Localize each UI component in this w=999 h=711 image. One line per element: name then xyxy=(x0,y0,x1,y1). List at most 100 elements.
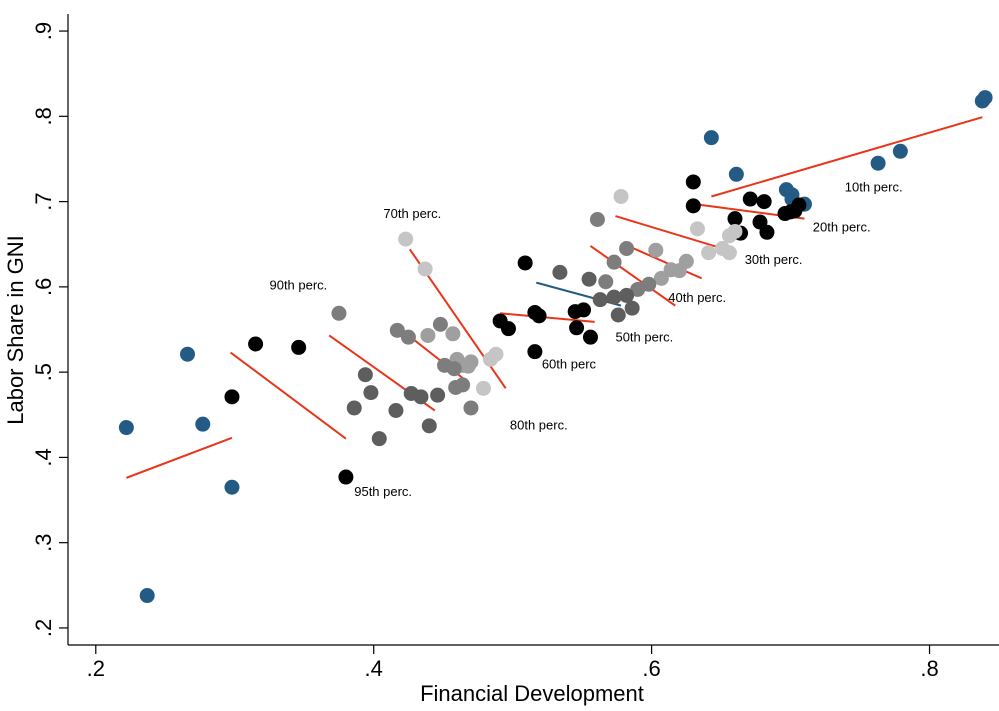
y-tick-label: .7 xyxy=(31,192,56,210)
data-point xyxy=(685,198,701,214)
y-tick-label: .5 xyxy=(31,363,56,381)
data-point xyxy=(388,403,404,419)
data-point xyxy=(475,380,491,396)
y-tick-label: .8 xyxy=(31,107,56,125)
data-point xyxy=(619,240,635,256)
fit-line xyxy=(627,245,703,280)
data-point xyxy=(581,271,597,287)
data-point xyxy=(727,211,743,227)
data-point xyxy=(619,287,635,303)
data-point xyxy=(224,479,240,495)
fit-line xyxy=(589,245,676,307)
data-point xyxy=(728,166,744,182)
data-point xyxy=(420,327,436,343)
data-point xyxy=(552,264,568,280)
data-point xyxy=(389,322,405,338)
y-tick-label: .3 xyxy=(31,533,56,551)
data-point xyxy=(759,224,775,240)
data-point xyxy=(606,254,622,270)
percentile-label: 70th perc. xyxy=(383,206,441,221)
data-point xyxy=(892,143,908,159)
data-point xyxy=(291,339,307,355)
data-point xyxy=(870,155,886,171)
data-point xyxy=(421,418,437,434)
data-point xyxy=(331,305,347,321)
data-point xyxy=(346,400,362,416)
data-point xyxy=(569,320,585,336)
y-tick-label: .2 xyxy=(31,619,56,637)
percentile-annotations: 10th perc. 20th perc. 30th perc. 40th perc.… xyxy=(269,179,902,498)
x-tick-label: .4 xyxy=(365,656,383,681)
percentile-label: 50th perc. xyxy=(615,329,673,344)
data-point xyxy=(689,221,705,237)
data-point xyxy=(180,346,196,362)
data-point xyxy=(455,377,471,393)
data-point xyxy=(139,588,155,604)
data-point xyxy=(488,346,504,362)
x-tick-label: .8 xyxy=(920,656,938,681)
data-point xyxy=(598,274,614,290)
data-point xyxy=(413,389,429,405)
data-point xyxy=(727,223,743,239)
fit-line xyxy=(126,436,233,479)
data-point xyxy=(742,191,758,207)
data-point xyxy=(338,469,354,485)
data-point xyxy=(371,431,387,447)
percentile-label: 95th perc. xyxy=(354,484,412,499)
data-points xyxy=(118,90,993,604)
data-point xyxy=(248,336,264,352)
y-axis-title: Labor Share in GNI xyxy=(3,235,28,425)
percentile-label: 10th perc. xyxy=(845,179,903,194)
data-point xyxy=(576,302,592,318)
data-point xyxy=(648,242,664,258)
data-point xyxy=(678,253,694,269)
y-tick-label: .4 xyxy=(31,448,56,466)
x-axis-title: Financial Development xyxy=(420,681,644,706)
data-point xyxy=(463,400,479,416)
data-point xyxy=(624,300,640,316)
x-tick-label: .2 xyxy=(87,656,105,681)
data-point xyxy=(703,130,719,146)
fit-line xyxy=(615,215,729,252)
axes: .2 .4 .6 .8 .2 .3 .4 .5 .6 .7 .8 .9 xyxy=(31,14,999,681)
percentile-label: 90th perc. xyxy=(269,277,327,292)
data-point xyxy=(582,329,598,345)
data-point xyxy=(517,255,533,271)
data-point xyxy=(195,416,211,432)
data-point xyxy=(432,316,448,332)
data-point xyxy=(118,420,134,436)
data-point xyxy=(641,276,657,292)
data-point xyxy=(791,197,807,213)
data-point xyxy=(445,326,461,342)
y-tick-label: .6 xyxy=(31,278,56,296)
y-tick-label: .9 xyxy=(31,22,56,40)
data-point xyxy=(592,292,608,308)
data-point xyxy=(977,90,993,106)
data-point xyxy=(446,361,462,377)
data-point xyxy=(430,387,446,403)
percentile-label: 60th perc xyxy=(542,357,597,372)
data-point xyxy=(756,194,772,210)
fit-line xyxy=(229,351,347,440)
data-point xyxy=(721,245,737,261)
data-point xyxy=(653,270,669,286)
data-point xyxy=(610,307,626,323)
data-point xyxy=(527,344,543,360)
percentile-label: 30th perc. xyxy=(745,252,803,267)
data-point xyxy=(531,308,547,324)
data-point xyxy=(685,174,701,190)
percentile-label: 20th perc. xyxy=(813,219,871,234)
data-point xyxy=(463,354,479,370)
data-point xyxy=(400,329,416,345)
data-point xyxy=(606,289,622,305)
data-point xyxy=(363,385,379,401)
data-point xyxy=(357,367,373,383)
data-point xyxy=(417,261,433,277)
data-point xyxy=(701,245,717,261)
data-point xyxy=(398,231,414,247)
percentile-label: 40th perc. xyxy=(668,290,726,305)
x-tick-label: .6 xyxy=(642,656,660,681)
data-point xyxy=(224,389,240,405)
data-point xyxy=(589,212,605,228)
